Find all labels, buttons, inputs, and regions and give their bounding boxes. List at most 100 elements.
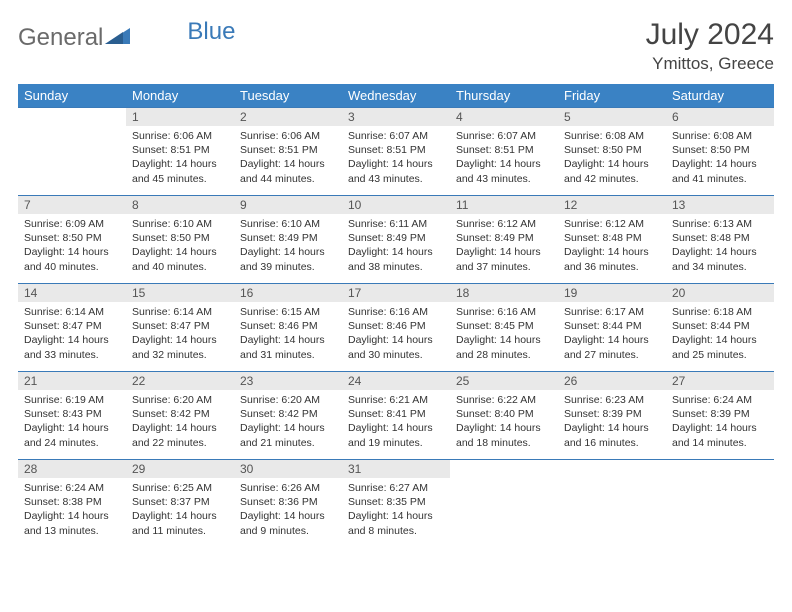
sunrise-line: Sunrise: 6:16 AM <box>348 305 444 319</box>
sunset-line: Sunset: 8:50 PM <box>564 143 660 157</box>
day-body: Sunrise: 6:20 AMSunset: 8:42 PMDaylight:… <box>126 390 234 456</box>
day-body: Sunrise: 6:06 AMSunset: 8:51 PMDaylight:… <box>234 126 342 192</box>
sunrise-line: Sunrise: 6:15 AM <box>240 305 336 319</box>
day-cell: 4Sunrise: 6:07 AMSunset: 8:51 PMDaylight… <box>450 107 558 195</box>
day-number: 27 <box>666 372 774 390</box>
sunrise-line: Sunrise: 6:19 AM <box>24 393 120 407</box>
weekday-label: Sunday <box>18 84 126 107</box>
sunset-line: Sunset: 8:46 PM <box>348 319 444 333</box>
daylight-line: Daylight: 14 hours and 21 minutes. <box>240 421 336 449</box>
daylight-line: Daylight: 14 hours and 19 minutes. <box>348 421 444 449</box>
sunset-line: Sunset: 8:42 PM <box>132 407 228 421</box>
daylight-line: Daylight: 14 hours and 24 minutes. <box>24 421 120 449</box>
sunset-line: Sunset: 8:46 PM <box>240 319 336 333</box>
logo-text-a: General <box>18 24 103 52</box>
sunrise-line: Sunrise: 6:12 AM <box>564 217 660 231</box>
day-number: 15 <box>126 284 234 302</box>
day-cell: 19Sunrise: 6:17 AMSunset: 8:44 PMDayligh… <box>558 283 666 371</box>
day-number: 4 <box>450 108 558 126</box>
daylight-line: Daylight: 14 hours and 11 minutes. <box>132 509 228 537</box>
sunrise-line: Sunrise: 6:11 AM <box>348 217 444 231</box>
sunrise-line: Sunrise: 6:24 AM <box>24 481 120 495</box>
daylight-line: Daylight: 14 hours and 22 minutes. <box>132 421 228 449</box>
day-number: 16 <box>234 284 342 302</box>
day-cell: 26Sunrise: 6:23 AMSunset: 8:39 PMDayligh… <box>558 371 666 459</box>
blank-cell <box>450 459 558 547</box>
sunset-line: Sunset: 8:43 PM <box>24 407 120 421</box>
sunset-line: Sunset: 8:49 PM <box>240 231 336 245</box>
location-label: Ymittos, Greece <box>646 54 774 74</box>
daylight-line: Daylight: 14 hours and 39 minutes. <box>240 245 336 273</box>
day-number: 14 <box>18 284 126 302</box>
weekday-label: Thursday <box>450 84 558 107</box>
day-cell: 11Sunrise: 6:12 AMSunset: 8:49 PMDayligh… <box>450 195 558 283</box>
sunrise-line: Sunrise: 6:07 AM <box>456 129 552 143</box>
day-body: Sunrise: 6:07 AMSunset: 8:51 PMDaylight:… <box>342 126 450 192</box>
day-cell: 27Sunrise: 6:24 AMSunset: 8:39 PMDayligh… <box>666 371 774 459</box>
sunset-line: Sunset: 8:50 PM <box>24 231 120 245</box>
day-body: Sunrise: 6:16 AMSunset: 8:45 PMDaylight:… <box>450 302 558 368</box>
daylight-line: Daylight: 14 hours and 38 minutes. <box>348 245 444 273</box>
day-body: Sunrise: 6:08 AMSunset: 8:50 PMDaylight:… <box>558 126 666 192</box>
daylight-line: Daylight: 14 hours and 8 minutes. <box>348 509 444 537</box>
day-cell: 2Sunrise: 6:06 AMSunset: 8:51 PMDaylight… <box>234 107 342 195</box>
sunrise-line: Sunrise: 6:14 AM <box>24 305 120 319</box>
day-number: 18 <box>450 284 558 302</box>
weekday-header: Sunday Monday Tuesday Wednesday Thursday… <box>18 84 774 107</box>
day-number: 8 <box>126 196 234 214</box>
day-body: Sunrise: 6:11 AMSunset: 8:49 PMDaylight:… <box>342 214 450 280</box>
day-body: Sunrise: 6:20 AMSunset: 8:42 PMDaylight:… <box>234 390 342 456</box>
sunset-line: Sunset: 8:39 PM <box>564 407 660 421</box>
day-number: 24 <box>342 372 450 390</box>
month-title: July 2024 <box>646 18 774 52</box>
daylight-line: Daylight: 14 hours and 41 minutes. <box>672 157 768 185</box>
daylight-line: Daylight: 14 hours and 28 minutes. <box>456 333 552 361</box>
sunset-line: Sunset: 8:35 PM <box>348 495 444 509</box>
day-cell: 18Sunrise: 6:16 AMSunset: 8:45 PMDayligh… <box>450 283 558 371</box>
sunrise-line: Sunrise: 6:08 AM <box>672 129 768 143</box>
daylight-line: Daylight: 14 hours and 14 minutes. <box>672 421 768 449</box>
sunrise-line: Sunrise: 6:10 AM <box>240 217 336 231</box>
day-number: 30 <box>234 460 342 478</box>
sunset-line: Sunset: 8:49 PM <box>456 231 552 245</box>
day-number: 26 <box>558 372 666 390</box>
day-body: Sunrise: 6:27 AMSunset: 8:35 PMDaylight:… <box>342 478 450 544</box>
day-cell: 21Sunrise: 6:19 AMSunset: 8:43 PMDayligh… <box>18 371 126 459</box>
calendar: Sunday Monday Tuesday Wednesday Thursday… <box>18 84 774 547</box>
daylight-line: Daylight: 14 hours and 40 minutes. <box>24 245 120 273</box>
day-cell: 3Sunrise: 6:07 AMSunset: 8:51 PMDaylight… <box>342 107 450 195</box>
day-body: Sunrise: 6:12 AMSunset: 8:49 PMDaylight:… <box>450 214 558 280</box>
daylight-line: Daylight: 14 hours and 30 minutes. <box>348 333 444 361</box>
day-cell: 23Sunrise: 6:20 AMSunset: 8:42 PMDayligh… <box>234 371 342 459</box>
day-number: 31 <box>342 460 450 478</box>
daylight-line: Daylight: 14 hours and 45 minutes. <box>132 157 228 185</box>
day-cell: 15Sunrise: 6:14 AMSunset: 8:47 PMDayligh… <box>126 283 234 371</box>
weekday-label: Wednesday <box>342 84 450 107</box>
day-body: Sunrise: 6:10 AMSunset: 8:50 PMDaylight:… <box>126 214 234 280</box>
page-header: General Blue July 2024 Ymittos, Greece <box>18 18 774 74</box>
day-cell: 20Sunrise: 6:18 AMSunset: 8:44 PMDayligh… <box>666 283 774 371</box>
logo-text-b: Blue <box>187 18 235 46</box>
day-body: Sunrise: 6:09 AMSunset: 8:50 PMDaylight:… <box>18 214 126 280</box>
sunrise-line: Sunrise: 6:22 AM <box>456 393 552 407</box>
day-number: 1 <box>126 108 234 126</box>
sunset-line: Sunset: 8:38 PM <box>24 495 120 509</box>
day-body: Sunrise: 6:18 AMSunset: 8:44 PMDaylight:… <box>666 302 774 368</box>
day-cell: 8Sunrise: 6:10 AMSunset: 8:50 PMDaylight… <box>126 195 234 283</box>
sunset-line: Sunset: 8:47 PM <box>24 319 120 333</box>
weekday-label: Friday <box>558 84 666 107</box>
sunset-line: Sunset: 8:51 PM <box>240 143 336 157</box>
day-number: 13 <box>666 196 774 214</box>
sunrise-line: Sunrise: 6:06 AM <box>132 129 228 143</box>
sunset-line: Sunset: 8:50 PM <box>132 231 228 245</box>
blank-cell <box>666 459 774 547</box>
day-cell: 6Sunrise: 6:08 AMSunset: 8:50 PMDaylight… <box>666 107 774 195</box>
day-cell: 24Sunrise: 6:21 AMSunset: 8:41 PMDayligh… <box>342 371 450 459</box>
sunset-line: Sunset: 8:44 PM <box>564 319 660 333</box>
sunset-line: Sunset: 8:49 PM <box>348 231 444 245</box>
day-number: 12 <box>558 196 666 214</box>
sunset-line: Sunset: 8:51 PM <box>132 143 228 157</box>
sunset-line: Sunset: 8:40 PM <box>456 407 552 421</box>
day-body: Sunrise: 6:07 AMSunset: 8:51 PMDaylight:… <box>450 126 558 192</box>
day-number: 6 <box>666 108 774 126</box>
